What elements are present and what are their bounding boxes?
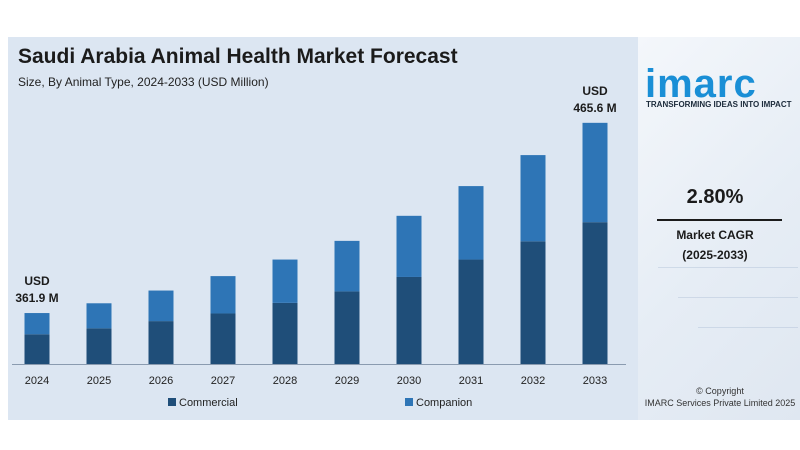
chart-subtitle: Size, By Animal Type, 2024-2033 (USD Mil…	[18, 75, 269, 89]
legend-label-companion: Companion	[416, 397, 472, 409]
bar-commercial-2024	[24, 334, 50, 364]
x-tick-label: 2026	[149, 375, 173, 387]
x-tick-label: 2033	[583, 375, 607, 387]
annotation-value: 465.6 M	[573, 101, 616, 115]
legend-swatch-commercial	[168, 398, 176, 406]
legend-swatch-companion	[405, 398, 413, 406]
copyright-line-1: © Copyright	[696, 386, 744, 396]
bar-companion-2026	[148, 290, 174, 322]
bar-companion-2032	[520, 155, 546, 242]
bar-commercial-2031	[458, 259, 484, 364]
brand-tagline: TRANSFORMING IDEAS INTO IMPACT	[646, 100, 792, 109]
annotation-currency: USD	[582, 84, 608, 98]
bar-companion-2029	[334, 240, 360, 292]
cagr-period: (2025-2033)	[682, 248, 748, 262]
bar-commercial-2028	[272, 302, 298, 364]
bar-companion-2024	[24, 313, 50, 335]
bar-companion-2027	[210, 276, 236, 314]
x-tick-label: 2024	[25, 375, 49, 387]
cagr-label: Market CAGR	[676, 228, 754, 242]
x-tick-label: 2029	[335, 375, 359, 387]
bar-companion-2033	[582, 122, 608, 223]
cagr-value: 2.80%	[686, 186, 744, 208]
x-tick-label: 2032	[521, 375, 545, 387]
value-annotations: USD 361.9 M USD 465.6 M	[15, 84, 616, 305]
cagr-divider	[657, 219, 782, 221]
bar-commercial-2025	[86, 328, 112, 364]
stacked-bar-chart: 2024 2025 2026 2027 2028 2029 2030 2031 2032 2033…	[12, 84, 626, 409]
brand-panel	[638, 37, 800, 420]
bar-companion-2030	[396, 215, 422, 277]
x-tick-label: 2027	[211, 375, 235, 387]
x-tick-label: 2031	[459, 375, 483, 387]
bar-companion-2031	[458, 186, 484, 260]
chart-title: Saudi Arabia Animal Health Market Foreca…	[18, 45, 458, 68]
decorative-line	[698, 327, 798, 328]
x-tick-label: 2025	[87, 375, 111, 387]
bar-commercial-2030	[396, 276, 422, 364]
bar-companion-2028	[272, 259, 298, 303]
bar-commercial-2026	[148, 321, 174, 364]
bar-commercial-2027	[210, 313, 236, 364]
annotation-value: 361.9 M	[15, 291, 58, 305]
chart-legend: Commercial Companion	[168, 397, 472, 409]
legend-label-commercial: Commercial	[179, 397, 238, 409]
decorative-line	[658, 267, 798, 268]
copyright-line-2: IMARC Services Private Limited 2025	[644, 398, 796, 408]
copyright-notice: © Copyright IMARC Services Private Limit…	[640, 385, 800, 409]
bar-companion-2025	[86, 303, 112, 329]
annotation-currency: USD	[24, 274, 50, 288]
x-tick-label: 2030	[397, 375, 421, 387]
bar-commercial-2032	[520, 241, 546, 364]
bar-commercial-2029	[334, 291, 360, 364]
bar-group	[24, 122, 608, 364]
decorative-line	[678, 297, 798, 298]
bar-commercial-2033	[582, 222, 608, 364]
imarc-logo: imarc	[645, 62, 757, 106]
x-axis-ticks: 2024 2025 2026 2027 2028 2029 2030 2031 2032 2033	[25, 375, 607, 387]
x-tick-label: 2028	[273, 375, 297, 387]
